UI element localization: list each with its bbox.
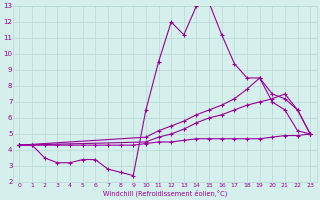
- X-axis label: Windchill (Refroidissement éolien,°C): Windchill (Refroidissement éolien,°C): [103, 189, 227, 197]
